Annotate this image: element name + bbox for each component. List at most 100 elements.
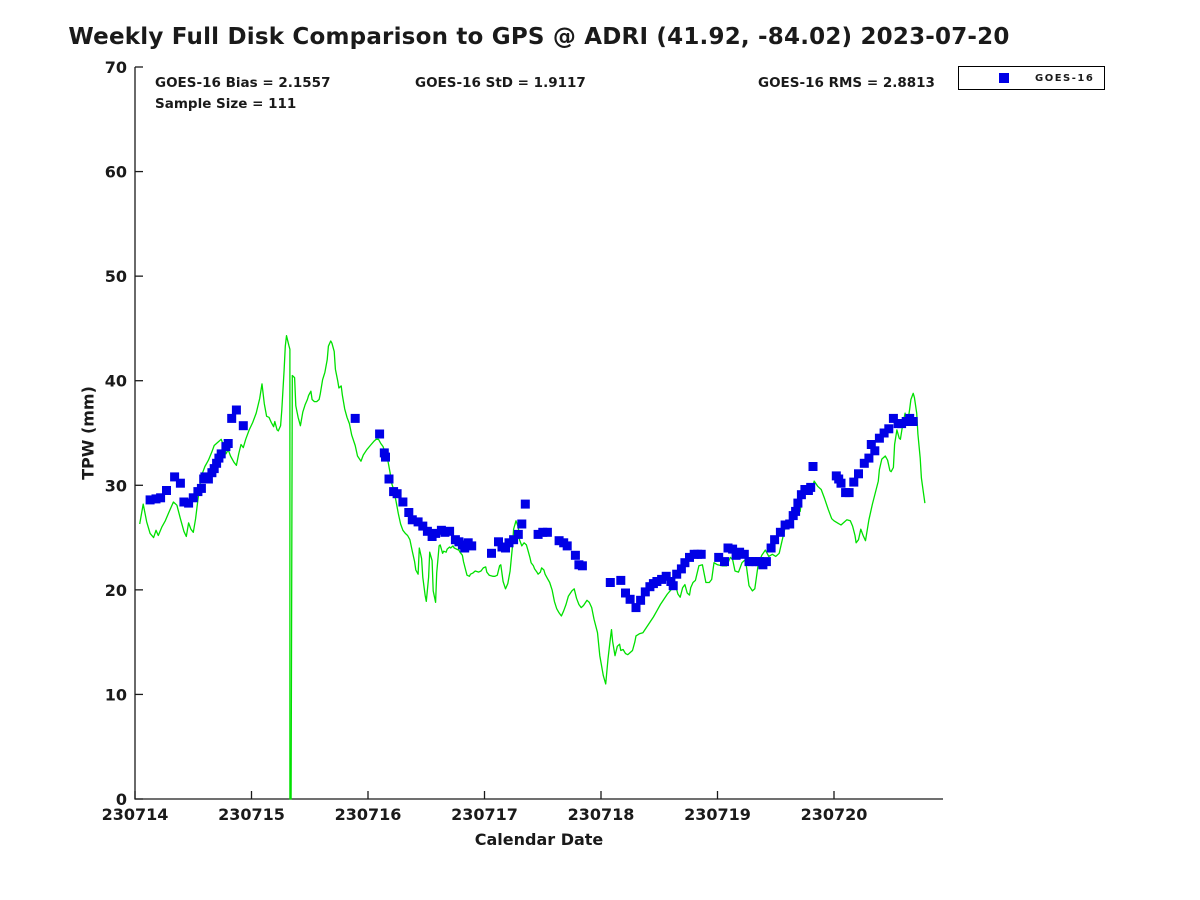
goes16-marker	[672, 569, 682, 579]
goes16-marker	[203, 474, 213, 484]
goes16-marker	[884, 424, 894, 434]
goes16-marker	[723, 543, 733, 553]
goes16-marker	[196, 483, 206, 493]
goes16-marker	[657, 574, 667, 584]
goes16-marker	[445, 526, 455, 536]
goes16-marker	[636, 595, 646, 605]
goes16-marker	[145, 495, 155, 505]
goes16-marker	[631, 603, 641, 613]
y-tick-label: 70	[105, 58, 127, 77]
goes16-marker	[554, 536, 564, 546]
goes16-marker	[487, 548, 496, 558]
stat-std: GOES-16 StD = 1.9117	[415, 75, 586, 91]
goes16-marker	[384, 474, 394, 484]
goes16-marker	[431, 528, 441, 538]
goes16-marker	[501, 543, 510, 553]
goes16-marker	[735, 547, 745, 557]
x-tick-label: 230720	[801, 805, 868, 824]
goes16-marker	[231, 405, 241, 415]
goes16-marker	[661, 571, 671, 581]
goes16-marker	[520, 499, 530, 509]
goes16-marker	[605, 578, 615, 587]
goes16-marker	[467, 541, 477, 551]
goes16-marker	[808, 462, 818, 471]
goes16-marker	[616, 575, 626, 585]
goes16-marker	[227, 413, 237, 423]
goes16-marker	[513, 529, 523, 539]
goes16-marker	[870, 446, 880, 456]
goes16-marker	[849, 477, 859, 487]
x-axis-label: Calendar Date	[474, 830, 604, 849]
x-tick-label: 230719	[684, 805, 751, 824]
goes16-marker	[696, 549, 706, 559]
goes16-marker	[407, 515, 417, 525]
goes16-marker	[640, 587, 650, 597]
goes16-marker	[720, 557, 729, 567]
goes16-marker	[440, 527, 450, 537]
goes16-marker	[350, 413, 360, 423]
goes16-marker	[739, 549, 749, 559]
x-tick-label: 230718	[568, 805, 635, 824]
goes16-marker	[728, 544, 738, 554]
goes16-marker	[676, 564, 686, 574]
goes16-marker	[625, 594, 635, 604]
axes	[134, 66, 943, 800]
x-tick-label: 230714	[102, 805, 169, 824]
goes16-marker	[859, 458, 869, 468]
stat-bias: GOES-16 Bias = 2.1557	[155, 75, 331, 91]
stat-sample-size: Sample Size = 111	[155, 96, 297, 112]
goes16-marker	[685, 552, 694, 562]
goes16-marker	[517, 519, 527, 529]
goes16-marker	[504, 538, 514, 548]
goes16-marker	[188, 493, 198, 503]
goes16-marker	[542, 527, 552, 537]
goes16-marker	[854, 469, 863, 479]
y-tick-label: 30	[105, 476, 127, 495]
y-tick-label: 0	[116, 790, 127, 809]
goes16-marker	[494, 537, 503, 547]
goes16-marker	[785, 519, 795, 529]
goes16-marker	[796, 490, 806, 500]
goes16-marker	[766, 543, 776, 553]
goes16-marker	[791, 506, 801, 516]
goes16-marker	[170, 472, 180, 482]
goes16-marker	[874, 433, 884, 443]
goes16-marker	[184, 498, 194, 508]
goes16-marker	[680, 558, 690, 568]
chart-title: Weekly Full Disk Comparison to GPS @ ADR…	[68, 24, 1010, 50]
legend: GOES-16	[958, 66, 1105, 90]
goes16-marker	[570, 550, 580, 560]
goes16-marker	[775, 527, 785, 537]
y-tick-label: 60	[105, 163, 127, 182]
x-tick-label: 230715	[218, 805, 285, 824]
goes16-marker	[151, 494, 161, 504]
x-tick-label: 230717	[451, 805, 518, 824]
goes16-marker	[844, 488, 854, 498]
goes16-marker	[621, 588, 630, 598]
goes16-marker	[761, 557, 771, 567]
goes16-marker	[533, 529, 543, 539]
y-tick-label: 50	[105, 267, 127, 286]
y-tick-label: 40	[105, 372, 127, 391]
goes16-marker	[418, 521, 428, 531]
goes16-marker	[714, 552, 724, 562]
goes16-marker	[398, 497, 408, 507]
goes16-marker	[897, 419, 907, 429]
goes16-marker	[175, 478, 185, 488]
goes16-markers	[145, 405, 918, 613]
goes16-marker	[375, 429, 385, 439]
goes16-marker	[908, 417, 918, 426]
goes16-marker	[836, 478, 846, 488]
goes16-marker	[864, 453, 874, 463]
goes16-marker	[652, 577, 662, 586]
goes16-marker	[162, 486, 171, 495]
goes16-legend-label: GOES-16	[1035, 72, 1095, 84]
goes16-marker	[212, 458, 222, 468]
goes16-marker	[156, 493, 166, 503]
goes16-marker	[238, 421, 248, 431]
y-tick-label: 10	[105, 685, 127, 704]
goes16-marker	[770, 535, 780, 545]
goes16-marker	[806, 482, 816, 492]
